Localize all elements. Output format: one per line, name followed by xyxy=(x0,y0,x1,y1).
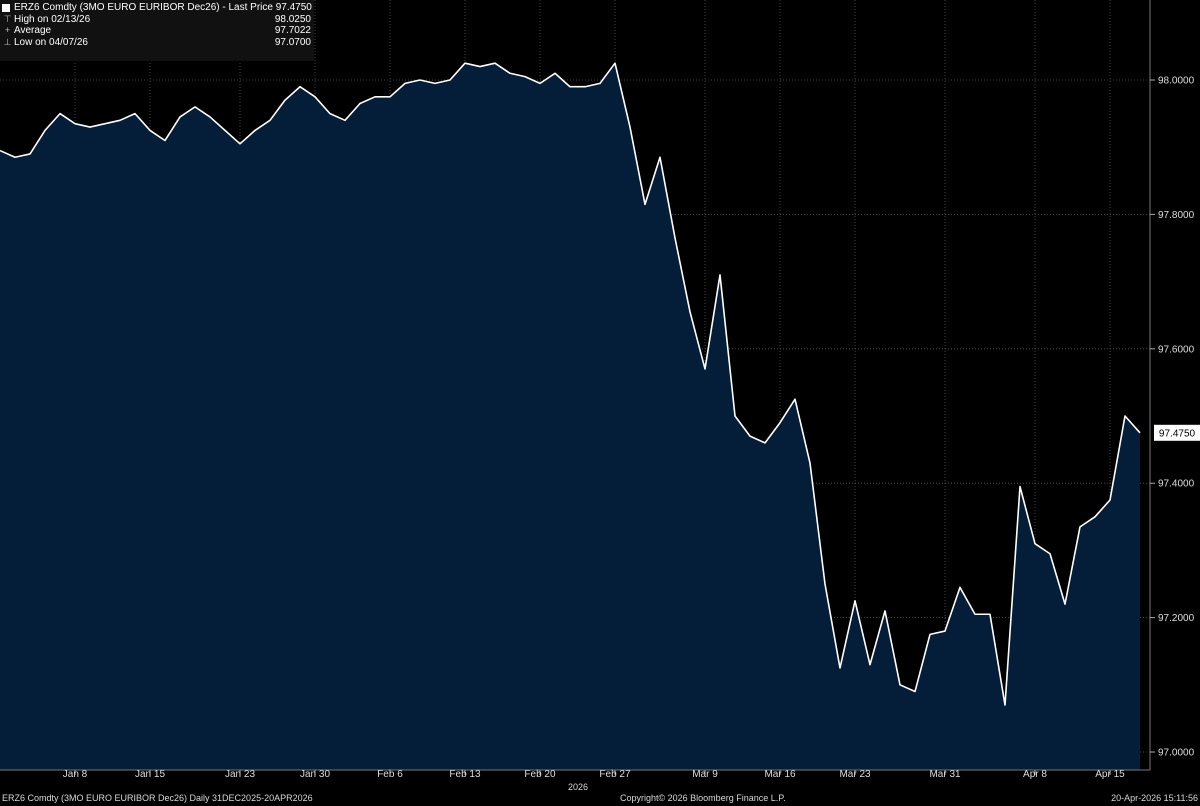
x-tick-label: Feb 27 xyxy=(599,769,631,780)
x-tick-label: Apr 15 xyxy=(1095,769,1125,780)
x-tick-label: Mar 9 xyxy=(692,769,718,780)
average-marker-icon: + xyxy=(4,25,11,35)
x-tick-label: Jan 15 xyxy=(135,769,165,780)
legend-title-row: ERZ6 Comdty (3MO EURO EURIBOR Dec26) - L… xyxy=(0,2,314,14)
year-label: 2026 xyxy=(568,782,589,792)
x-tick-label: Jan 8 xyxy=(63,769,88,780)
x-tick-label: Feb 13 xyxy=(449,769,481,780)
y-tick-label: 97.0000 xyxy=(1158,748,1195,759)
x-tick-label: Apr 8 xyxy=(1023,769,1047,780)
footer-description: ERZ6 Comdty (3MO EURO EURIBOR Dec26) Dai… xyxy=(2,793,313,803)
legend-title: ERZ6 Comdty (3MO EURO EURIBOR Dec26) - L… xyxy=(14,2,312,13)
x-tick-label: Jan 23 xyxy=(225,769,255,780)
x-tick-label: Mar 23 xyxy=(839,769,871,780)
legend-high-label: High on 02/13/26 xyxy=(14,13,91,25)
legend-low-label: Low on 04/07/26 xyxy=(14,36,88,48)
legend-average-row: + Average 97.7022 xyxy=(0,25,314,37)
x-tick-label: Mar 31 xyxy=(929,769,961,780)
legend-low-row: ⊥ Low on 04/07/26 97.0700 xyxy=(0,37,314,49)
last-price-label: 97.4750 xyxy=(1159,428,1196,439)
y-tick-label: 97.6000 xyxy=(1158,344,1195,355)
legend-high-row: ⊤ High on 02/13/26 98.0250 xyxy=(0,14,314,26)
last-price-box xyxy=(1154,424,1200,441)
x-tick-label: Feb 20 xyxy=(524,769,556,780)
low-marker-icon: ⊥ xyxy=(3,36,12,47)
last-price-marker: 97.4750 xyxy=(1154,424,1200,441)
footer-copyright: Copyright© 2026 Bloomberg Finance L.P. xyxy=(620,793,786,803)
y-tick-label: 97.4000 xyxy=(1158,479,1195,490)
footer-timestamp: 20-Apr-2026 15:11:56 xyxy=(1111,793,1198,803)
legend-average-value: 97.7022 xyxy=(274,25,311,36)
y-tick-label: 98.0000 xyxy=(1158,76,1195,87)
y-axis-ticks: 97.0000 97.2000 97.4000 97.6000 97.8000 98.00… xyxy=(1150,76,1195,759)
high-marker-icon: ⊤ xyxy=(3,13,12,24)
legend-high-value: 98.0250 xyxy=(274,13,311,25)
series-swatch xyxy=(2,4,10,12)
y-tick-label: 97.2000 xyxy=(1158,613,1195,624)
x-tick-label: Feb 6 xyxy=(377,769,403,780)
y-tick-label: 97.8000 xyxy=(1158,210,1195,221)
legend-average-label: Average xyxy=(14,25,52,36)
x-tick-label: Jan 30 xyxy=(300,769,330,780)
legend-box: ERZ6 Comdty (3MO EURO EURIBOR Dec26) - L… xyxy=(0,0,314,61)
x-axis-ticks: Jan 8 Jan 15 Jan 23 Jan 30 Feb 6 Feb 13 Feb 20… xyxy=(63,769,1125,780)
legend-low-value: 97.0700 xyxy=(274,36,311,48)
x-tick-label: Mar 16 xyxy=(764,769,796,780)
price-line xyxy=(0,62,1141,706)
price-area xyxy=(0,63,1140,770)
